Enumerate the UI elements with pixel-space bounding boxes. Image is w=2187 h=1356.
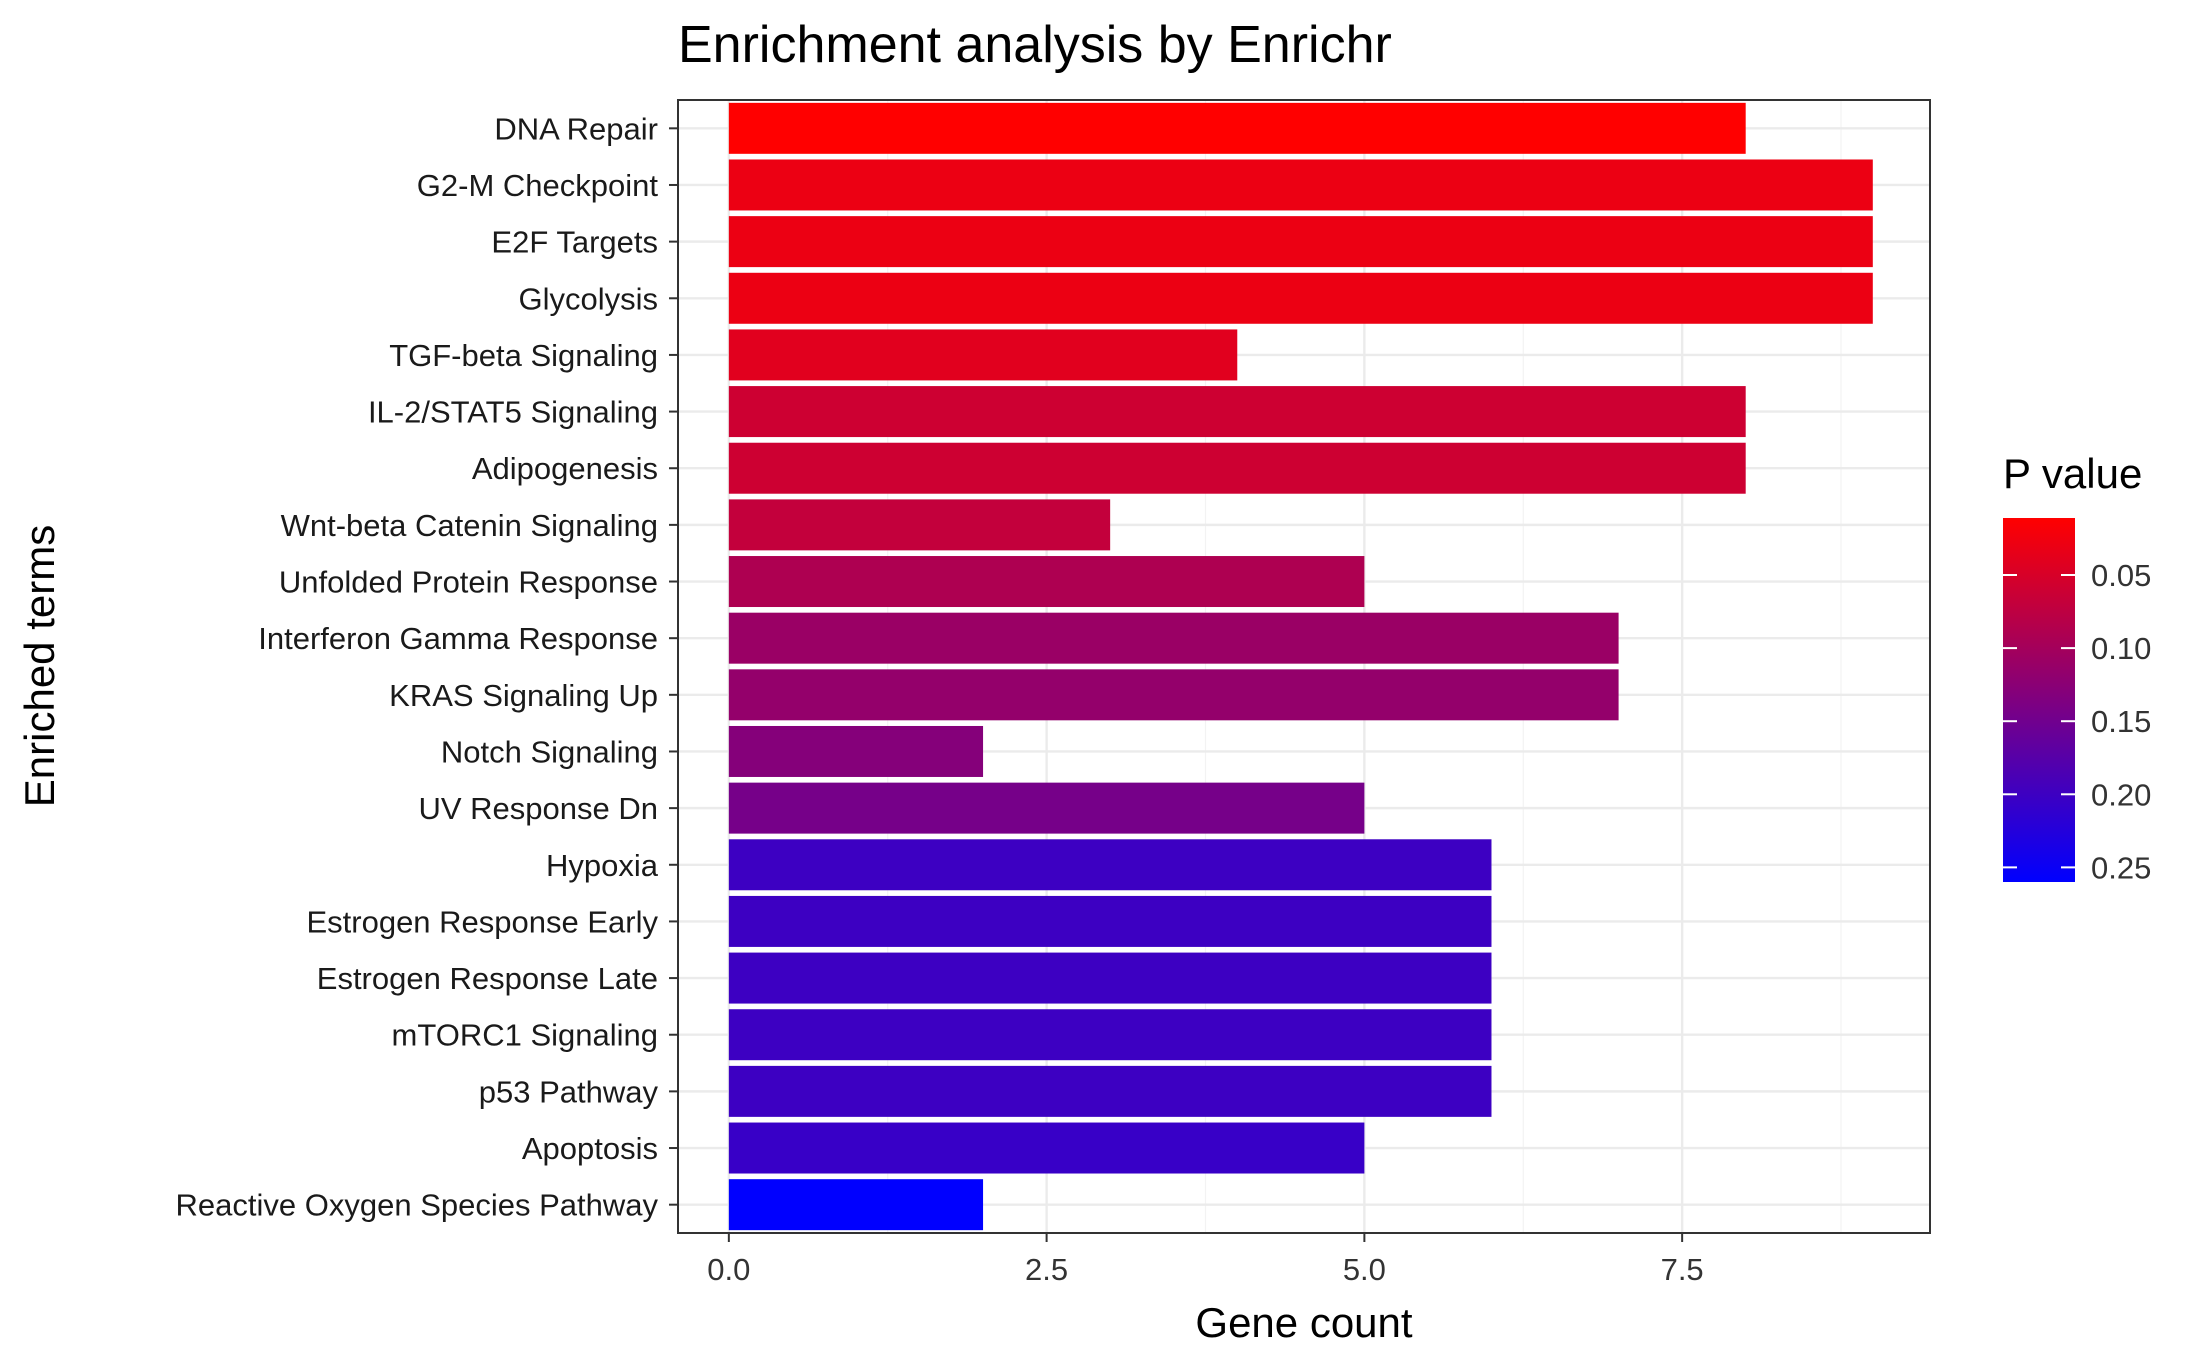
y-tick-label: Interferon Gamma Response bbox=[258, 621, 658, 656]
y-tick-label: Notch Signaling bbox=[441, 734, 658, 769]
bar bbox=[728, 1122, 1365, 1174]
bar bbox=[728, 556, 1365, 608]
plot-border bbox=[677, 99, 1931, 1234]
y-tick-label: Reactive Oxygen Species Pathway bbox=[176, 1188, 659, 1223]
y-tick-label: Unfolded Protein Response bbox=[279, 565, 658, 600]
y-tick-label: Hypoxia bbox=[546, 848, 659, 883]
bar bbox=[728, 782, 1365, 834]
bar bbox=[728, 329, 1238, 381]
legend-tick-label: 0.05 bbox=[2091, 558, 2151, 593]
bar bbox=[728, 1065, 1492, 1117]
x-axis: 0.0 2.5 5.0 7.5 bbox=[707, 1233, 1704, 1287]
legend-tick-label: 0.15 bbox=[2091, 704, 2151, 739]
y-tick-label: G2-M Checkpoint bbox=[417, 168, 659, 203]
bar bbox=[728, 499, 1111, 551]
bar bbox=[728, 386, 1746, 438]
y-tick-label: Apoptosis bbox=[522, 1131, 658, 1166]
chart-title: Enrichment analysis by Enrichr bbox=[678, 16, 1392, 74]
bar bbox=[728, 272, 1873, 324]
y-tick-label: IL-2/STAT5 Signaling bbox=[368, 395, 658, 430]
bar bbox=[728, 669, 1619, 721]
x-axis-title: Gene count bbox=[1195, 1299, 1412, 1346]
y-tick-label: Wnt-beta Catenin Signaling bbox=[281, 508, 658, 543]
bar bbox=[728, 1179, 984, 1231]
bar bbox=[728, 159, 1873, 211]
y-tick-label: Estrogen Response Early bbox=[306, 904, 658, 939]
legend-tick-label: 0.20 bbox=[2091, 777, 2151, 812]
x-tick-label: 5.0 bbox=[1343, 1252, 1386, 1287]
bar bbox=[728, 895, 1492, 947]
bar bbox=[728, 1009, 1492, 1061]
y-tick-label: KRAS Signaling Up bbox=[389, 678, 658, 713]
y-tick-label: p53 Pathway bbox=[479, 1074, 659, 1109]
bar bbox=[728, 442, 1746, 494]
y-tick-label: E2F Targets bbox=[491, 225, 658, 260]
legend-title: P value bbox=[2003, 450, 2142, 497]
legend: P value 0.05 0.10 0.15 0.20 0.25 bbox=[2003, 450, 2151, 885]
legend-tick-label: 0.10 bbox=[2091, 631, 2151, 666]
y-tick-label: UV Response Dn bbox=[418, 791, 658, 826]
x-tick-label: 0.0 bbox=[707, 1252, 750, 1287]
y-axis-title: Enriched terms bbox=[16, 525, 63, 807]
bar bbox=[728, 952, 1492, 1004]
bar bbox=[728, 839, 1492, 891]
x-tick-label: 7.5 bbox=[1661, 1252, 1704, 1287]
y-tick-label: Glycolysis bbox=[518, 281, 658, 316]
bar bbox=[728, 725, 984, 777]
bar bbox=[728, 216, 1873, 268]
legend-ticks: 0.05 0.10 0.15 0.20 0.25 bbox=[2003, 558, 2151, 885]
y-tick-label: TGF-beta Signaling bbox=[389, 338, 658, 373]
bars bbox=[728, 102, 1873, 1231]
y-tick-label: Adipogenesis bbox=[472, 451, 658, 486]
x-tick-label: 2.5 bbox=[1025, 1252, 1068, 1287]
y-tick-label: mTORC1 Signaling bbox=[392, 1018, 658, 1053]
y-axis: DNA Repair G2-M Checkpoint E2F Targets Glyc… bbox=[176, 111, 678, 1223]
bar bbox=[728, 102, 1746, 154]
legend-colorbar bbox=[2003, 518, 2075, 882]
y-tick-label: DNA Repair bbox=[494, 111, 658, 146]
legend-tick-label: 0.25 bbox=[2091, 850, 2151, 885]
plot-panel bbox=[678, 100, 1930, 1233]
y-tick-label: Estrogen Response Late bbox=[317, 961, 658, 996]
bar bbox=[728, 612, 1619, 664]
